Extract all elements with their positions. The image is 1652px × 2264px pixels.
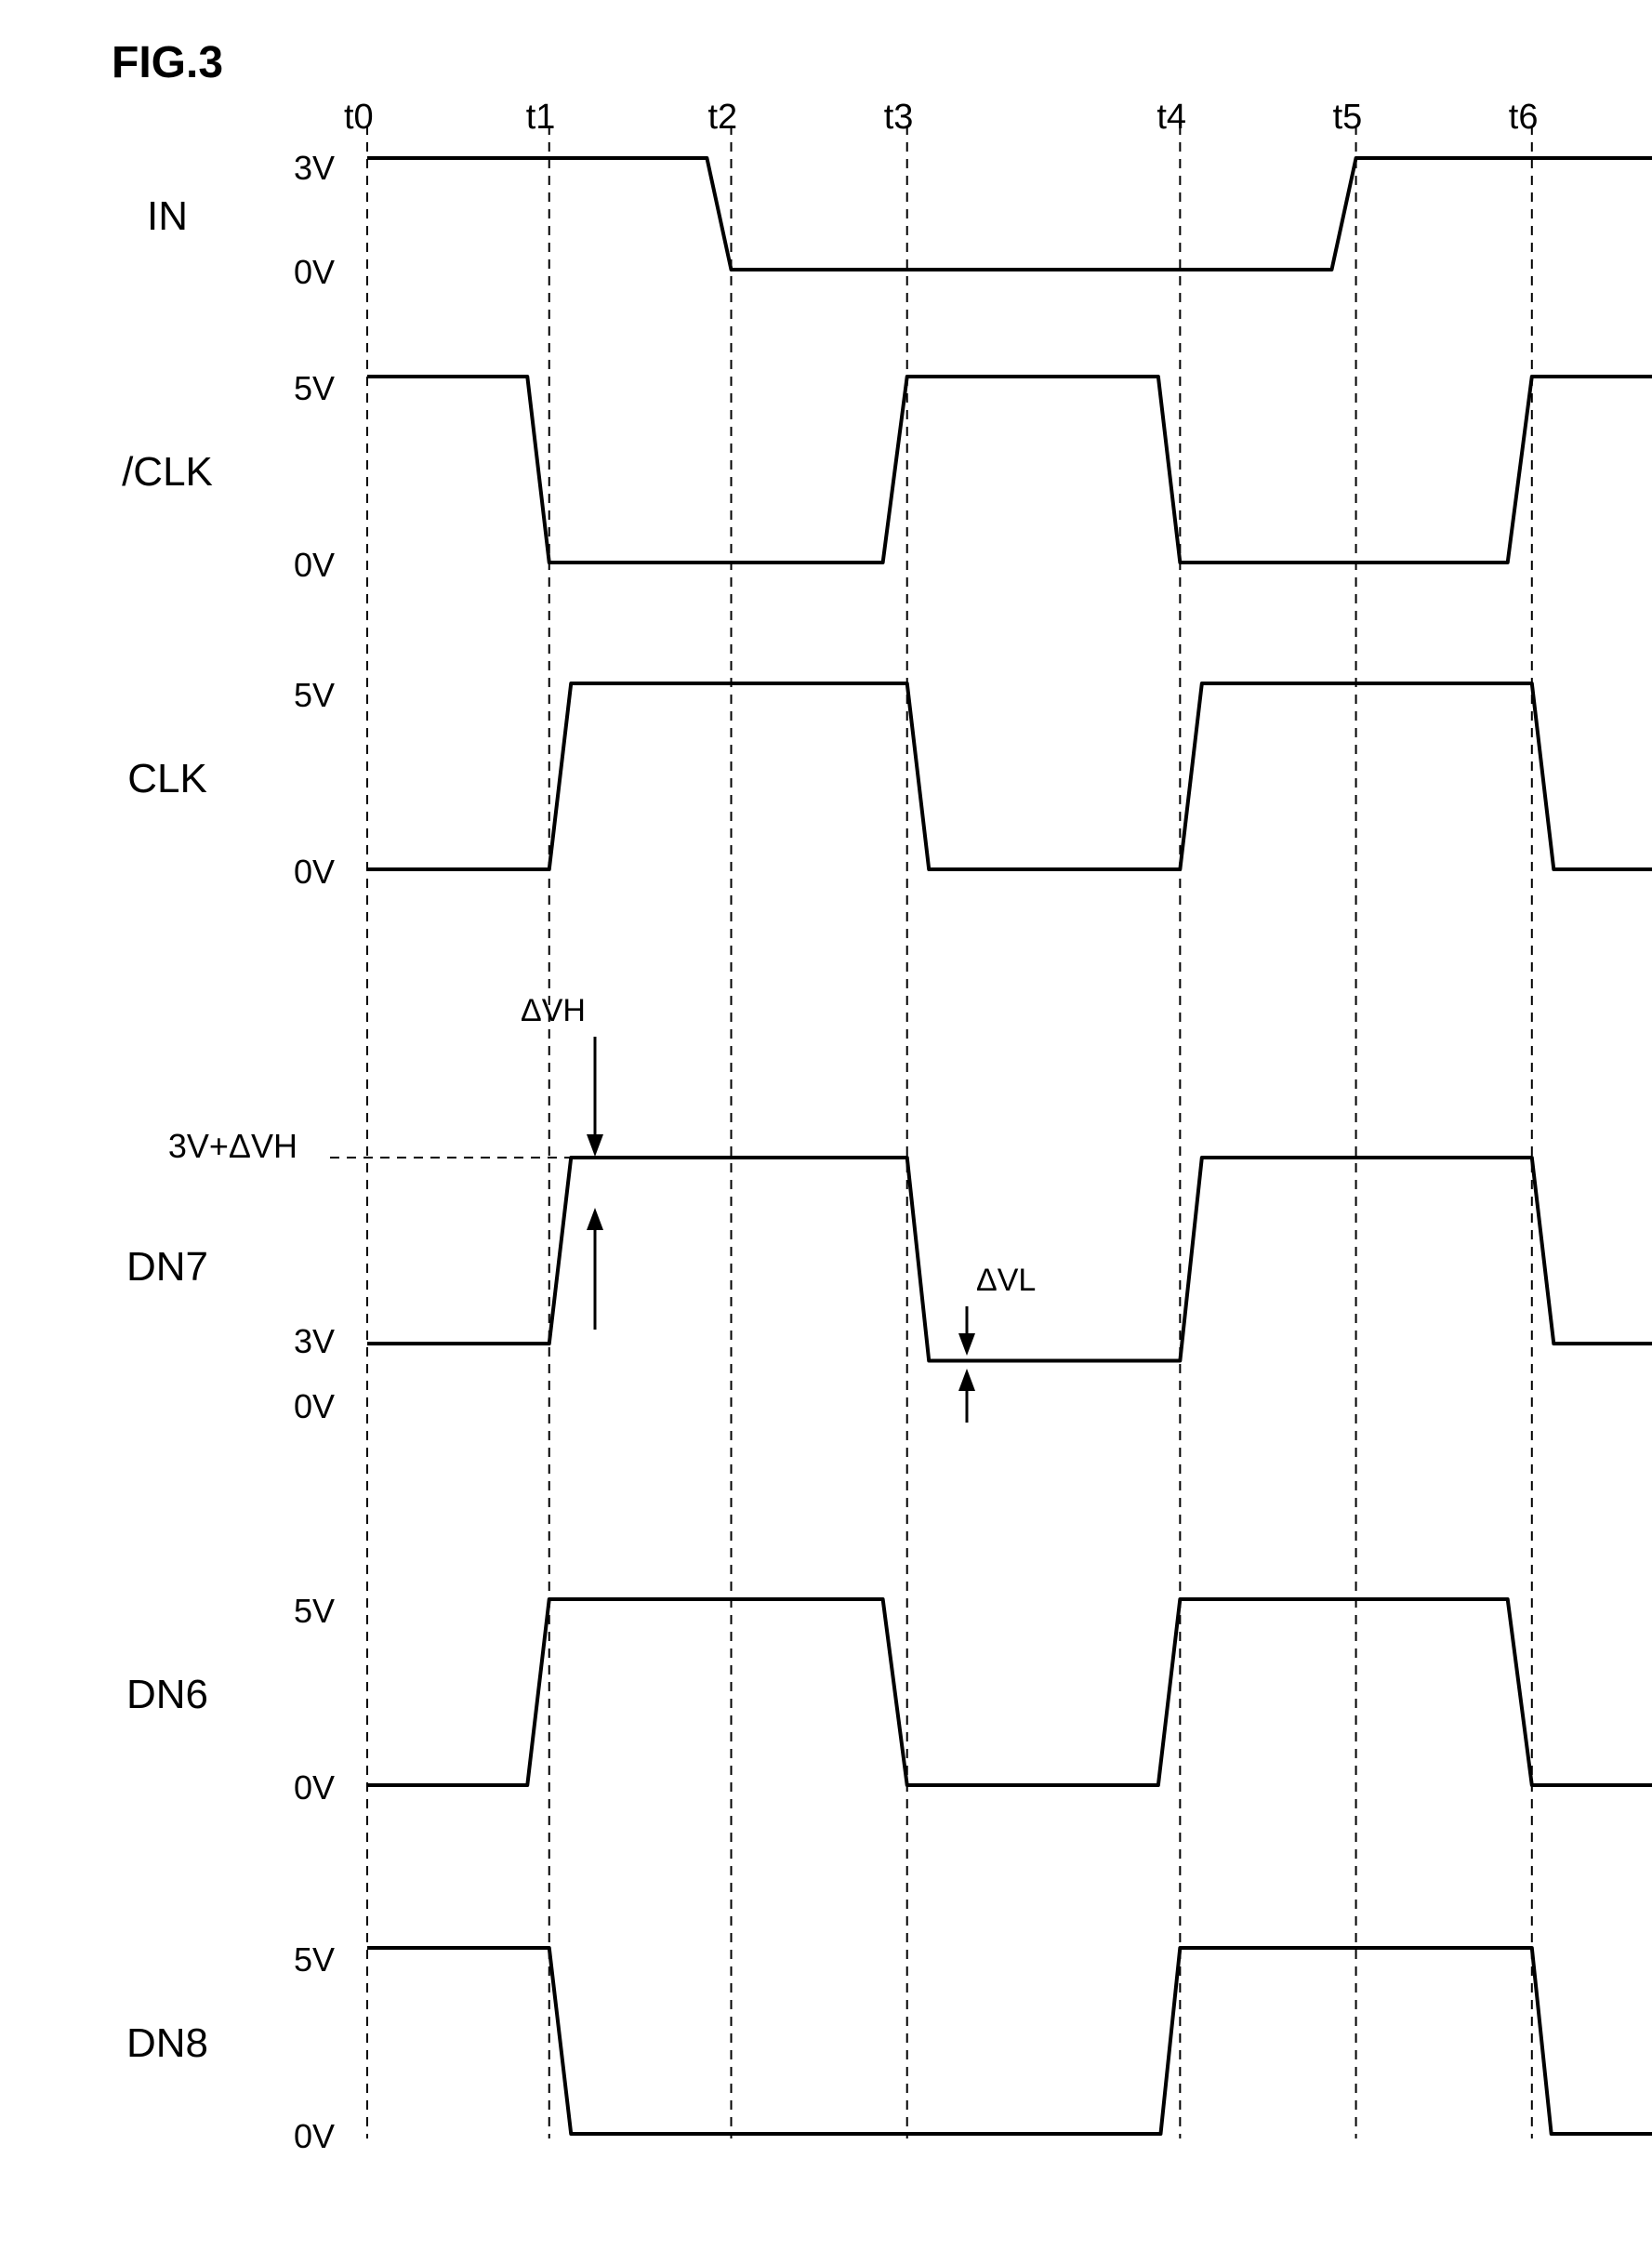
level-label: 5V [270,1940,335,1979]
level-label: 0V [270,1387,335,1426]
time-label: t5 [1333,98,1363,138]
signal-label: DN8 [84,2020,251,2067]
delta-vl-label: ΔVL [976,1263,1036,1299]
level-label: 5V [270,1592,335,1631]
level-label: 0V [270,2117,335,2156]
signal-label: DN7 [84,1244,251,1291]
level-label: 5V [270,369,335,408]
level-label: 3V+ΔVH [139,1127,297,1166]
signal-label: CLK [84,756,251,802]
signal-label: IN [84,193,251,240]
delta-vh-label: ΔVH [521,993,586,1029]
time-label: t0 [344,98,374,138]
signal-label: DN6 [84,1672,251,1718]
time-label: t3 [884,98,914,138]
level-label: 0V [270,253,335,292]
level-label: 0V [270,1768,335,1807]
level-label: 3V [270,1322,335,1361]
level-label: 0V [270,853,335,892]
time-label: t2 [708,98,738,138]
time-label: t4 [1156,98,1186,138]
signal-label: /CLK [84,449,251,496]
time-label: t1 [526,98,556,138]
time-label: t6 [1509,98,1539,138]
level-label: 5V [270,676,335,715]
level-label: 0V [270,546,335,585]
level-label: 3V [270,149,335,188]
